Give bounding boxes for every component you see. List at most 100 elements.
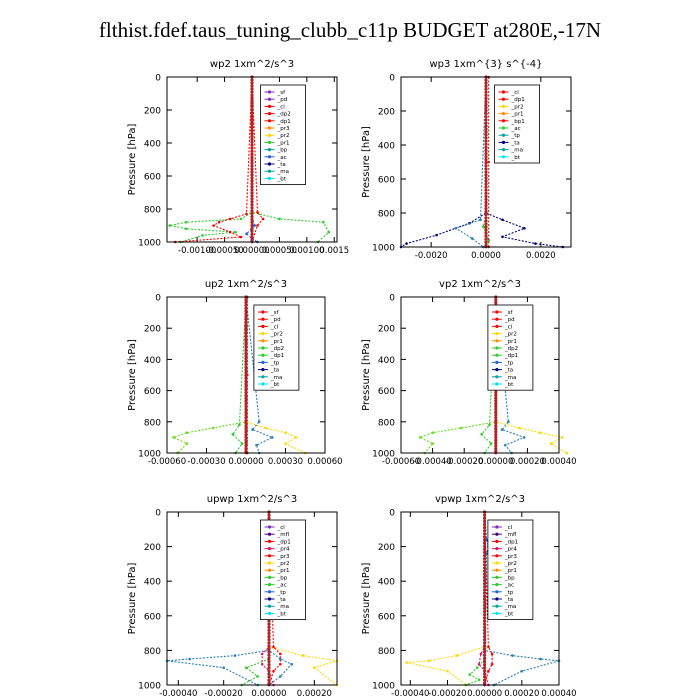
series-point bbox=[418, 436, 422, 439]
series-point bbox=[260, 662, 264, 666]
legend-entry: _ta bbox=[277, 162, 286, 168]
series-point bbox=[483, 582, 487, 586]
series-point bbox=[256, 211, 259, 214]
legend-marker bbox=[495, 360, 499, 364]
series-point bbox=[250, 185, 254, 189]
legend-entry: _bt bbox=[511, 155, 521, 161]
series-point bbox=[483, 638, 487, 642]
series-point bbox=[484, 124, 488, 128]
series-point bbox=[483, 535, 487, 539]
legend-marker bbox=[267, 169, 272, 173]
series-line bbox=[172, 297, 247, 454]
series-point bbox=[484, 133, 488, 137]
series-point bbox=[267, 619, 271, 623]
series-line bbox=[400, 77, 487, 248]
legend-marker bbox=[501, 148, 506, 152]
series-point bbox=[484, 112, 488, 116]
chart-title: vp2 1xm^2/s^3 bbox=[439, 279, 521, 290]
series-point bbox=[482, 225, 485, 228]
x-tick-label: -0.00060 bbox=[382, 457, 420, 467]
series-point bbox=[267, 635, 271, 639]
legend-marker bbox=[267, 611, 272, 616]
legend-entry: _pd bbox=[277, 97, 288, 103]
series-point bbox=[471, 237, 474, 240]
series-point bbox=[245, 212, 248, 216]
series-point bbox=[256, 675, 260, 678]
legend-entry: _pr2 bbox=[511, 104, 524, 110]
series-point bbox=[279, 675, 282, 678]
legend-marker bbox=[501, 155, 506, 159]
series-point bbox=[244, 385, 248, 389]
series-point bbox=[484, 161, 488, 165]
series-point bbox=[487, 645, 490, 649]
series-point bbox=[494, 424, 498, 428]
series-point bbox=[250, 206, 254, 210]
legend-entry: _dp2 bbox=[277, 112, 291, 118]
legend-entry: _pr4 bbox=[504, 547, 518, 553]
x-tick-label: 0.00040 bbox=[541, 689, 576, 699]
series-point bbox=[185, 442, 189, 445]
series-point bbox=[494, 449, 498, 453]
series-point bbox=[250, 176, 254, 180]
series-point bbox=[518, 426, 521, 430]
series-point bbox=[479, 652, 483, 656]
series-point bbox=[483, 585, 487, 589]
series-point bbox=[250, 229, 254, 233]
series-point bbox=[244, 447, 248, 451]
legend-entry: _bt bbox=[270, 382, 280, 388]
legend-marker bbox=[495, 611, 499, 616]
y-tick-label: 600 bbox=[144, 387, 161, 397]
series-point bbox=[290, 662, 294, 666]
series-point bbox=[483, 550, 487, 555]
y-tick-label: 200 bbox=[378, 325, 395, 335]
series-point bbox=[477, 678, 481, 682]
legend-marker bbox=[261, 324, 265, 328]
series-point bbox=[244, 315, 248, 319]
series-point bbox=[257, 420, 261, 424]
legend-entry: _tp bbox=[504, 590, 514, 596]
series-point bbox=[244, 413, 248, 417]
series-line bbox=[454, 76, 487, 248]
series-point bbox=[560, 436, 564, 439]
y-axis-label: Pressure [hPa] bbox=[361, 563, 372, 635]
series-point bbox=[228, 230, 232, 234]
series-point bbox=[484, 96, 488, 100]
y-tick-label: 400 bbox=[144, 578, 161, 588]
series-point bbox=[250, 81, 254, 85]
series-point bbox=[244, 312, 248, 316]
series-point bbox=[250, 143, 254, 147]
series-point bbox=[250, 215, 254, 219]
legend-marker bbox=[267, 539, 272, 544]
series-point bbox=[484, 240, 488, 244]
series-point bbox=[250, 108, 254, 112]
series-point bbox=[483, 513, 487, 517]
series-point bbox=[494, 441, 498, 445]
y-axis-label: Pressure [hPa] bbox=[127, 563, 138, 635]
series-point bbox=[244, 326, 248, 330]
series-point bbox=[480, 433, 483, 436]
series-point bbox=[244, 320, 248, 324]
series-point bbox=[250, 90, 254, 94]
legend-entry: _cl bbox=[270, 324, 279, 330]
series-point bbox=[435, 233, 438, 237]
chart-panel-3: up2 1xm^2/s^3 Pressure [hPa] 0 200 400 600 800… bbox=[127, 279, 343, 467]
series-point bbox=[446, 669, 449, 673]
legend-entry: _pr2 bbox=[504, 561, 517, 567]
series-point bbox=[250, 212, 254, 216]
legend-entry: _pr1 bbox=[270, 339, 283, 345]
series-point bbox=[188, 657, 191, 661]
x-tick-label: 0.00060 bbox=[307, 457, 342, 467]
series-point bbox=[255, 443, 258, 447]
series-point bbox=[250, 235, 254, 239]
legend-marker bbox=[495, 324, 499, 328]
legend-marker bbox=[495, 583, 499, 587]
series-point bbox=[251, 428, 254, 431]
series-point bbox=[250, 238, 254, 242]
series-point bbox=[507, 420, 510, 424]
y-tick-label: 800 bbox=[144, 206, 161, 216]
series-point bbox=[484, 81, 488, 85]
legend-marker bbox=[261, 346, 265, 350]
chart-panel-5: upwp 1xm^2/s^3 Pressure [hPa] 0 200 400 600 80… bbox=[127, 494, 339, 699]
series-point bbox=[250, 114, 254, 118]
series-point bbox=[301, 654, 305, 657]
